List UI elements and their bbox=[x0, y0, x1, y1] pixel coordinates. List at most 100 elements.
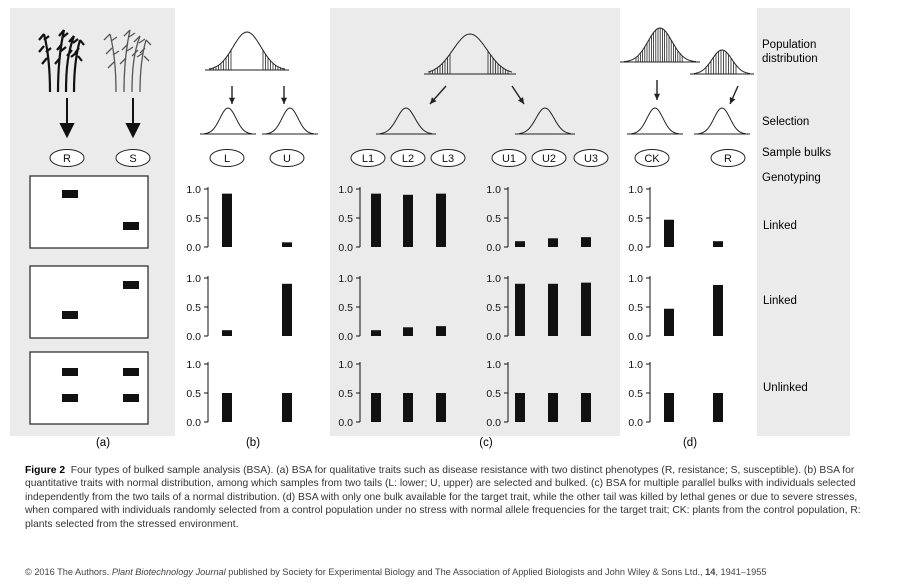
caption-text: Four types of bulked sample analysis (BS… bbox=[25, 465, 861, 530]
bar-CK-row-2 bbox=[664, 308, 674, 336]
bar-U-row-1 bbox=[282, 242, 292, 247]
y-tick-label: 0.0 bbox=[486, 417, 501, 429]
y-tick-label: 1.0 bbox=[486, 184, 501, 196]
y-tick-label: 0.0 bbox=[628, 242, 643, 254]
bulk-oval-label: CK bbox=[644, 153, 660, 165]
y-tick-label: 0.5 bbox=[486, 388, 501, 400]
bar-U2-row-1 bbox=[548, 238, 558, 247]
bar-U1-row-3 bbox=[515, 393, 525, 422]
y-tick-label: 0.0 bbox=[628, 417, 643, 429]
chart-c-upper-row-1: 1.0 0.5 0.0 bbox=[486, 184, 591, 254]
bulk-oval-S: S bbox=[115, 149, 151, 167]
bar-R-row-1 bbox=[713, 241, 723, 247]
arrow-down-icon bbox=[59, 98, 141, 139]
susceptible-plant-icon bbox=[103, 29, 152, 93]
selection-curve-U bbox=[262, 107, 318, 135]
footer-middle: published by Society for Experimental Bi… bbox=[228, 567, 703, 577]
y-tick-label: 0.5 bbox=[186, 388, 201, 400]
y-tick-label: 1.0 bbox=[186, 184, 201, 196]
y-tick-label: 0.5 bbox=[186, 302, 201, 314]
bulk-oval-R-stressed: R bbox=[710, 149, 746, 167]
bar-L1-row-3 bbox=[371, 393, 381, 422]
bulk-oval-U2: U2 bbox=[531, 149, 567, 167]
y-tick-label: 0.5 bbox=[486, 302, 501, 314]
bar-L1-row-1 bbox=[371, 193, 381, 247]
bar-L3-row-3 bbox=[436, 393, 446, 422]
bar-U3-row-1 bbox=[581, 237, 591, 247]
chart-b-row-3: 1.0 0.5 0.0 bbox=[186, 359, 292, 429]
bar-U2-row-2 bbox=[548, 283, 558, 336]
label-column-background bbox=[757, 8, 850, 436]
copyright-footer: © 2016 The Authors. Plant Biotechnology … bbox=[25, 567, 875, 577]
y-tick-label: 1.0 bbox=[628, 184, 643, 196]
panel-letter-c: (c) bbox=[479, 437, 493, 449]
y-tick-label: 1.0 bbox=[486, 359, 501, 371]
selection-curve-L bbox=[200, 107, 256, 135]
y-tick-label: 1.0 bbox=[186, 273, 201, 285]
y-tick-label: 0.0 bbox=[338, 242, 353, 254]
selection-curve-CK bbox=[627, 107, 683, 135]
row-label-unlinked: Unlinked bbox=[763, 382, 808, 394]
allele-frequency-charts: 1.0 0.5 0.0 1.0 0.5 0.0 1.0 0.5 0.0 1.0 0.5 0.0 1.0 0… bbox=[186, 184, 723, 429]
y-tick-label: 1.0 bbox=[486, 273, 501, 285]
population-curve-d-control bbox=[620, 27, 700, 63]
bulk-oval-L1: L1 bbox=[350, 149, 386, 167]
bar-U1-row-2 bbox=[515, 283, 525, 336]
label-selection: Selection bbox=[762, 116, 809, 128]
y-tick-label: 0.5 bbox=[486, 213, 501, 225]
bar-L2-row-2 bbox=[403, 327, 413, 336]
gel-box-linked-1 bbox=[29, 175, 149, 249]
row-label-linked-1: Linked bbox=[763, 220, 797, 232]
arrow-down-icon bbox=[653, 80, 661, 100]
selection-curve-c-lower bbox=[376, 107, 436, 135]
chart-c-lower-row-2: 1.0 0.5 0.0 bbox=[338, 273, 446, 343]
bar-L3-row-2 bbox=[436, 326, 446, 336]
bulk-oval-CK: CK bbox=[634, 149, 670, 167]
panel-letter-a: (a) bbox=[96, 437, 110, 449]
bar-L2-row-1 bbox=[403, 194, 413, 247]
bar-U2-row-3 bbox=[548, 393, 558, 422]
footer-journal: Plant Biotechnology Journal bbox=[111, 567, 226, 577]
bulk-oval-label: L3 bbox=[442, 153, 454, 165]
label-population: Population bbox=[762, 39, 816, 51]
bar-U-row-3 bbox=[282, 393, 292, 422]
bar-U-row-2 bbox=[282, 283, 292, 336]
chart-c-upper-row-3: 1.0 0.5 0.0 bbox=[486, 359, 591, 429]
chart-d-row-1: 1.0 0.5 0.0 bbox=[628, 184, 723, 254]
bar-U3-row-3 bbox=[581, 393, 591, 422]
bar-L2-row-3 bbox=[403, 393, 413, 422]
chart-d-row-2: 1.0 0.5 0.0 bbox=[628, 273, 723, 343]
bulk-oval-label: R bbox=[724, 153, 732, 165]
y-tick-label: 0.0 bbox=[186, 417, 201, 429]
caption-label: Figure 2 bbox=[25, 465, 66, 476]
bulk-oval-U1: U1 bbox=[491, 149, 527, 167]
y-tick-label: 0.5 bbox=[628, 388, 643, 400]
chart-d-row-3: 1.0 0.5 0.0 bbox=[628, 359, 723, 429]
bulk-oval-U3: U3 bbox=[573, 149, 609, 167]
bar-L-row-2 bbox=[222, 330, 232, 336]
bar-L3-row-1 bbox=[436, 193, 446, 247]
y-tick-label: 0.0 bbox=[186, 242, 201, 254]
panel-letter-d: (d) bbox=[683, 437, 697, 449]
y-tick-label: 0.0 bbox=[186, 331, 201, 343]
bar-L-row-1 bbox=[222, 193, 232, 247]
bulk-oval-L2: L2 bbox=[390, 149, 426, 167]
y-tick-label: 0.5 bbox=[628, 213, 643, 225]
footer-prefix: © 2016 The Authors. bbox=[25, 567, 110, 577]
bulk-oval-label: U3 bbox=[584, 153, 598, 165]
bulk-oval-label: R bbox=[63, 153, 71, 165]
y-tick-label: 0.5 bbox=[338, 388, 353, 400]
bar-U1-row-1 bbox=[515, 241, 525, 247]
population-curve-d-stressed bbox=[690, 49, 754, 75]
selection-curve-c-upper bbox=[515, 107, 575, 135]
selection-arrows bbox=[228, 80, 739, 105]
label-distribution: distribution bbox=[762, 53, 818, 65]
bar-R-row-2 bbox=[713, 284, 723, 336]
chart-b-row-2: 1.0 0.5 0.0 bbox=[186, 273, 292, 343]
population-curve-c bbox=[424, 33, 516, 75]
y-tick-label: 1.0 bbox=[186, 359, 201, 371]
y-tick-label: 0.0 bbox=[486, 331, 501, 343]
bsa-figure: R S L U L1 L2 L3 U1 U2 U3 CK R 1.00.50.01.00.50.01.… bbox=[10, 8, 850, 449]
chart-c-lower-row-3: 1.0 0.5 0.0 bbox=[338, 359, 446, 429]
y-tick-label: 1.0 bbox=[338, 273, 353, 285]
